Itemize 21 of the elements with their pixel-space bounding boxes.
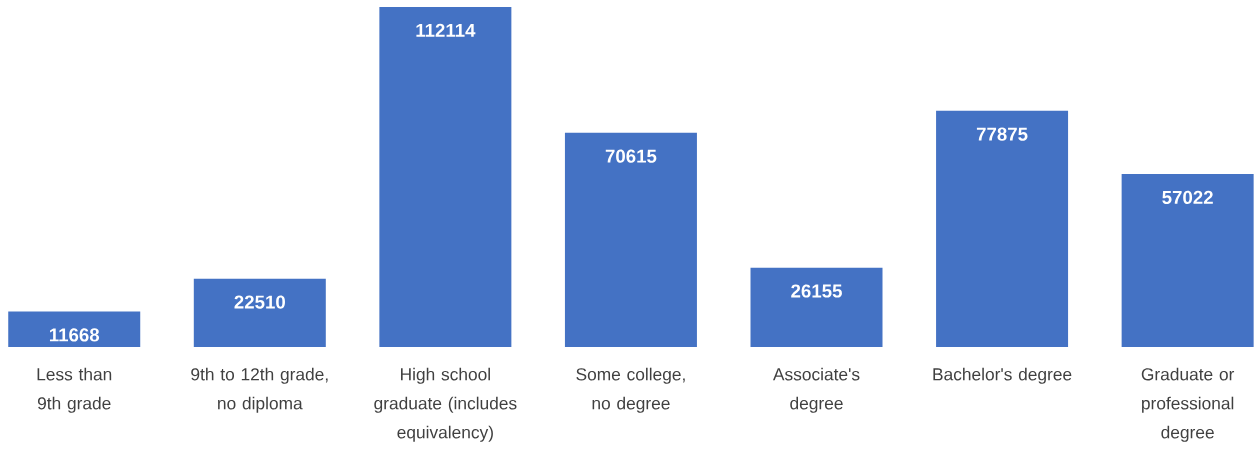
x-tick-label: High school graduate (includes equivalency) xyxy=(374,367,517,442)
data-label: 70615 xyxy=(605,149,657,163)
data-label: 112114 xyxy=(416,23,476,37)
data-label: 22510 xyxy=(234,295,285,309)
bar xyxy=(564,132,697,347)
data-label: 57022 xyxy=(1162,190,1213,205)
x-tick-label: Less than 9th grade xyxy=(37,367,112,413)
x-tick-label: Some college, no degree xyxy=(576,367,685,413)
x-tick-label: 9th to 12th grade, no diploma xyxy=(191,367,328,413)
bar xyxy=(193,278,326,347)
x-tick-label: Associate's degree xyxy=(772,367,860,413)
data-label: 77875 xyxy=(976,127,1028,141)
bar xyxy=(936,110,1069,347)
bar xyxy=(8,311,141,347)
bar xyxy=(379,7,512,347)
bar xyxy=(750,267,883,347)
data-label: 11668 xyxy=(49,328,100,342)
data-label: 26155 xyxy=(791,284,842,298)
x-tick-label: Bachelor's degree xyxy=(933,367,1072,384)
x-tick-label: Graduate or professional degree xyxy=(1141,367,1235,442)
bar xyxy=(1121,174,1254,347)
